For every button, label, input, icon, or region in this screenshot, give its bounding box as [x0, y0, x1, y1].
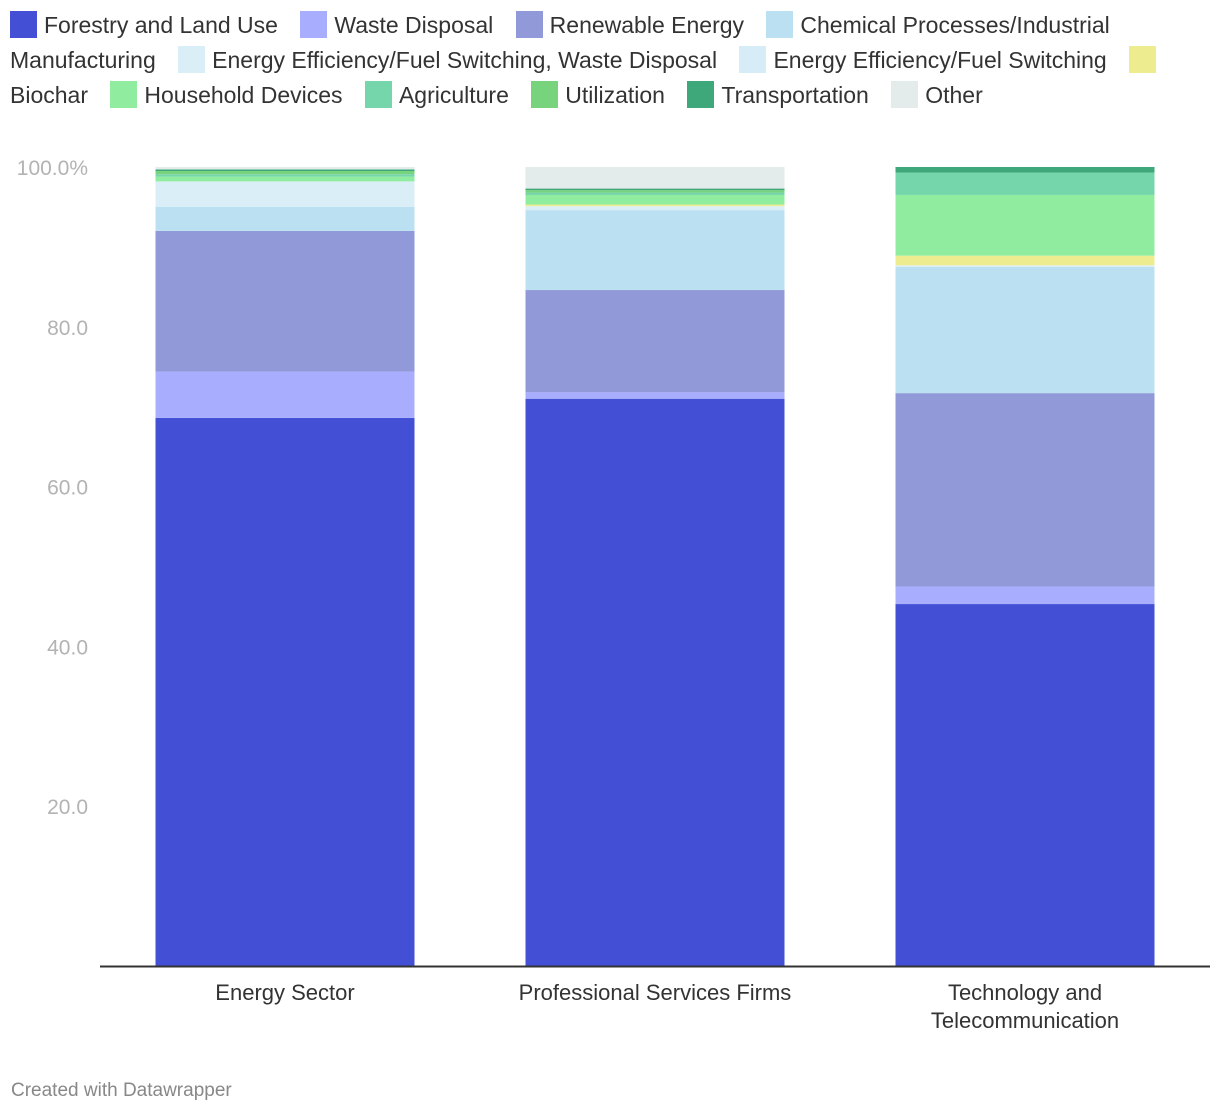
legend-swatch: [766, 11, 794, 38]
legend-swatch: [178, 46, 206, 73]
footer-credit: Created with Datawrapper: [11, 1080, 232, 1101]
y-tick-label: 40.0: [47, 636, 88, 659]
bar-segment: [155, 206, 415, 231]
bar-segment: [525, 210, 785, 291]
bar-segment: [155, 170, 415, 175]
legend-label: Chemical Processes/Industrial Manufactur…: [10, 12, 1110, 73]
legend-label: Waste Disposal: [334, 12, 494, 38]
legend-item: Renewable Energy: [515, 11, 745, 38]
bar-segment: [155, 174, 415, 177]
legend-label: Household Devices: [144, 82, 343, 108]
bar-segment: [895, 194, 1155, 256]
legend-item: Biochar: [10, 46, 1163, 108]
legend-item: Energy Efficiency/Fuel Switching, Waste …: [178, 46, 718, 73]
legend-label: Renewable Energy: [549, 12, 745, 38]
x-tick-label: Technology and Telecommunication: [931, 980, 1119, 1033]
bar-segment: [525, 167, 785, 189]
legend-label: Energy Efficiency/Fuel Switching, Waste …: [212, 47, 718, 73]
bar-segment: [895, 255, 1155, 266]
legend-item: Transportation: [687, 81, 869, 108]
legend-swatch: [515, 11, 543, 38]
x-tick-label: Energy Sector: [215, 980, 354, 1005]
legend-swatch: [531, 81, 559, 108]
legend-item: Other: [891, 81, 983, 108]
legend-label: Energy Efficiency/Fuel Switching: [773, 47, 1107, 73]
y-tick-label: 80.0: [47, 317, 88, 340]
bar-segment: [155, 169, 415, 171]
legend-item: Chemical Processes/Industrial Manufactur…: [10, 11, 1110, 73]
legend-label: Agriculture: [398, 82, 509, 108]
bar-segment: [155, 417, 415, 966]
legend-swatch: [739, 46, 767, 73]
legend-swatch: [300, 11, 328, 38]
bar-segment: [525, 194, 785, 205]
legend-label: Utilization: [565, 82, 665, 108]
legend-item: Waste Disposal: [300, 11, 494, 38]
x-tick-label: Professional Services Firms: [519, 980, 792, 1005]
legend-swatch: [364, 81, 392, 108]
legend-swatch: [110, 81, 138, 108]
legend-item: Energy Efficiency/Fuel Switching: [739, 46, 1107, 73]
legend-item: Agriculture: [364, 81, 509, 108]
bar-segment: [155, 181, 415, 207]
bar-segment: [895, 604, 1155, 966]
bar-segment: [525, 188, 785, 191]
y-tick-label: 60.0: [47, 477, 88, 500]
bar-segment: [525, 392, 785, 399]
legend-swatch: [10, 11, 37, 38]
y-tick-label: 20.0: [47, 796, 88, 819]
bar-segment: [155, 176, 415, 182]
bar-segment: [895, 265, 1155, 267]
legend-item: Forestry and Land Use: [10, 11, 278, 38]
legend-label: Biochar: [10, 82, 88, 108]
legend-swatch: [891, 81, 919, 108]
y-tick-label: 100.0%: [17, 157, 88, 180]
bar-segment: [895, 172, 1155, 195]
bar-segment: [525, 206, 785, 211]
bar-segment: [155, 167, 415, 170]
bar-segment: [525, 190, 785, 193]
bar-segment: [525, 192, 785, 195]
legend-label: Other: [925, 82, 983, 108]
bar-segment: [525, 290, 785, 393]
legend-label: Transportation: [721, 82, 869, 108]
chart-legend: Forestry and Land Use Waste Disposal Ren…: [10, 8, 1210, 113]
bar-segment: [895, 393, 1155, 587]
legend-item: Utilization: [531, 81, 665, 108]
bar-segment: [525, 204, 785, 207]
bar-segment: [155, 230, 415, 372]
legend-swatch: [687, 81, 715, 108]
bar-segment: [155, 371, 415, 418]
legend-label: Forestry and Land Use: [44, 12, 278, 38]
bar-segment: [895, 586, 1155, 605]
bar-segment: [525, 398, 785, 967]
bar-segment: [895, 266, 1155, 394]
legend-swatch: [1129, 46, 1157, 73]
legend-item: Household Devices: [110, 81, 343, 108]
bar-segment: [895, 167, 1155, 173]
